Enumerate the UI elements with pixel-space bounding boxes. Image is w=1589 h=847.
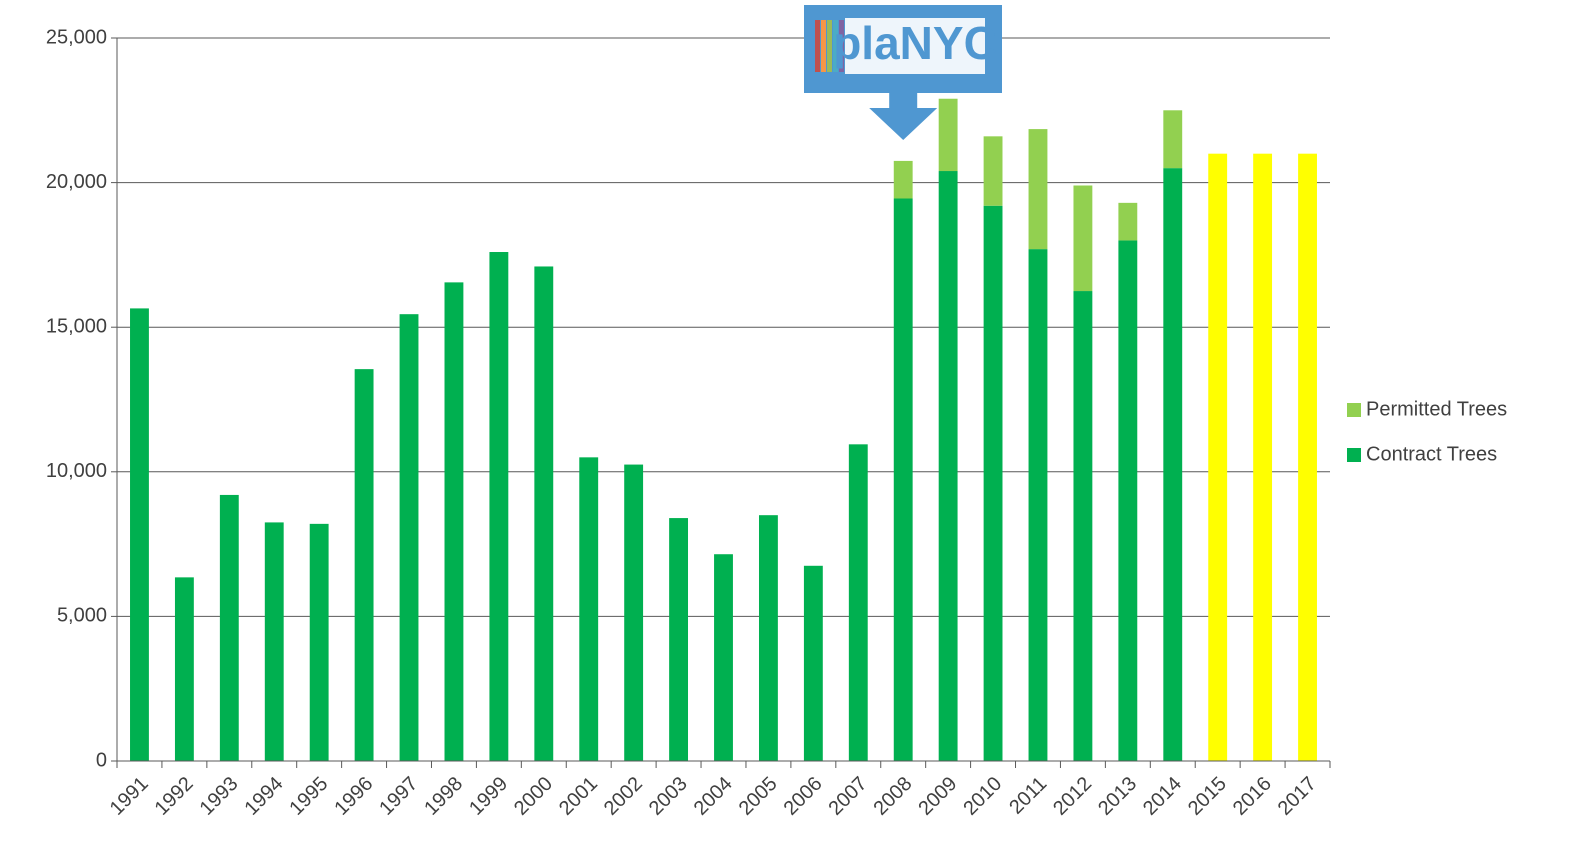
bar <box>624 464 644 761</box>
logo-stripe <box>815 20 820 72</box>
bar <box>848 444 868 761</box>
logo-stripe <box>827 20 832 72</box>
bar <box>444 282 464 761</box>
x-tick-label: 2006 <box>780 773 827 820</box>
bar <box>264 522 284 761</box>
x-tick-label: 2014 <box>1139 773 1186 820</box>
bar <box>130 308 149 761</box>
y-tick-label: 25,000 <box>46 26 107 48</box>
x-tick-label: 1995 <box>285 773 332 820</box>
bar <box>174 577 194 761</box>
x-tick-label: 2009 <box>914 773 961 820</box>
x-tick-label: 1992 <box>151 773 198 820</box>
bar <box>893 160 913 199</box>
x-tick-label: 2016 <box>1229 773 1276 820</box>
legend-label: Permitted Trees <box>1366 398 1507 420</box>
x-tick-label: 2007 <box>825 773 872 820</box>
x-tick-label: 1998 <box>420 773 467 820</box>
bar <box>1028 249 1048 761</box>
y-tick-label: 10,000 <box>46 460 107 482</box>
x-tick-label: 2004 <box>690 773 737 820</box>
bar <box>399 314 419 761</box>
bar <box>534 266 554 761</box>
bar <box>983 136 1003 206</box>
logo-stripe <box>833 20 838 72</box>
bar <box>1028 129 1048 250</box>
bar <box>1073 291 1093 761</box>
bar <box>669 518 689 761</box>
bar <box>893 198 913 762</box>
x-tick-label: 2010 <box>959 773 1006 820</box>
bar <box>1163 168 1183 761</box>
bar <box>983 205 1003 762</box>
y-tick-label: 5,000 <box>57 605 107 627</box>
legend-swatch <box>1347 448 1361 462</box>
x-tick-label: 2000 <box>510 773 557 820</box>
logo-bg <box>845 18 985 74</box>
bar <box>1298 153 1317 761</box>
x-tick-label: 2008 <box>869 773 916 820</box>
y-tick-label: 15,000 <box>46 315 107 337</box>
logo-stripe <box>839 20 844 72</box>
x-tick-label: 2011 <box>1005 773 1051 819</box>
x-tick-label: 2017 <box>1274 773 1321 820</box>
x-tick-label: 2013 <box>1094 773 1141 820</box>
x-tick-label: 2003 <box>645 773 692 820</box>
bar <box>309 523 329 761</box>
x-tick-label: 1994 <box>240 773 287 820</box>
bar <box>1208 153 1228 761</box>
legend-label: Contract Trees <box>1366 443 1497 465</box>
logo-stripe <box>821 20 826 72</box>
bar <box>1118 202 1138 241</box>
x-tick-label: 1991 <box>106 773 153 820</box>
x-tick-label: 2001 <box>555 773 602 820</box>
bar <box>1163 110 1183 169</box>
bar <box>1253 153 1273 761</box>
bar <box>489 252 509 761</box>
bar <box>758 515 778 761</box>
legend-swatch <box>1347 403 1361 417</box>
x-tick-label: 2015 <box>1184 773 1231 820</box>
bar <box>938 98 958 172</box>
bar <box>803 565 823 761</box>
annotation-arrow <box>869 93 938 140</box>
x-tick-label: 1999 <box>465 773 512 820</box>
annotation-text: plaNYC <box>833 17 997 69</box>
bar <box>579 457 599 761</box>
x-tick-label: 2002 <box>600 773 647 820</box>
bar <box>1073 185 1093 292</box>
bar <box>354 369 374 761</box>
y-tick-label: 20,000 <box>46 171 107 193</box>
bar <box>938 171 958 762</box>
x-tick-label: 1997 <box>375 773 422 820</box>
bar <box>219 494 239 761</box>
x-tick-label: 1996 <box>330 773 377 820</box>
bar <box>1118 240 1138 761</box>
y-tick-label: 0 <box>96 749 107 771</box>
x-tick-label: 1993 <box>196 773 243 820</box>
x-tick-label: 2012 <box>1049 773 1096 820</box>
x-tick-label: 2005 <box>735 773 782 820</box>
bar <box>714 554 733 761</box>
